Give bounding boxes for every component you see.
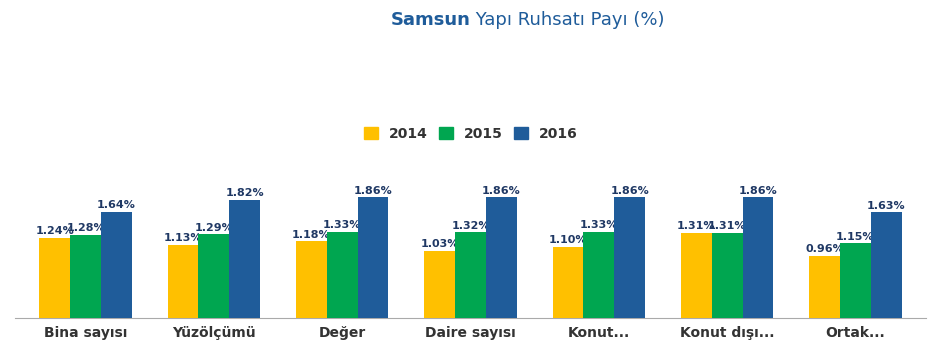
- Text: 1.28%: 1.28%: [66, 223, 104, 233]
- Text: Samsun: Samsun: [391, 11, 470, 29]
- Text: 1.63%: 1.63%: [867, 201, 905, 211]
- Bar: [230, 200, 260, 318]
- Bar: [40, 237, 71, 318]
- Text: 1.33%: 1.33%: [580, 220, 618, 230]
- Text: 1.86%: 1.86%: [610, 186, 649, 196]
- Bar: [101, 212, 132, 318]
- Bar: [870, 212, 901, 318]
- Text: 1.10%: 1.10%: [549, 235, 587, 245]
- Bar: [583, 232, 614, 318]
- Text: 1.18%: 1.18%: [292, 230, 330, 240]
- Text: 0.96%: 0.96%: [805, 244, 844, 254]
- Text: 1.15%: 1.15%: [837, 232, 875, 242]
- Bar: [455, 233, 486, 318]
- Text: 1.82%: 1.82%: [225, 189, 264, 198]
- Text: 1.86%: 1.86%: [482, 186, 520, 196]
- Bar: [327, 232, 358, 318]
- Text: 1.31%: 1.31%: [708, 222, 746, 231]
- Bar: [809, 256, 840, 318]
- Bar: [296, 241, 327, 318]
- Text: 1.29%: 1.29%: [195, 223, 233, 233]
- Bar: [552, 247, 583, 318]
- Bar: [614, 197, 645, 318]
- Bar: [742, 197, 774, 318]
- Text: 1.03%: 1.03%: [421, 240, 459, 250]
- Bar: [840, 244, 870, 318]
- Bar: [711, 233, 742, 318]
- Bar: [167, 245, 199, 318]
- Bar: [486, 197, 517, 318]
- Text: 1.13%: 1.13%: [164, 233, 202, 243]
- Bar: [199, 234, 230, 318]
- Text: 1.33%: 1.33%: [323, 220, 361, 230]
- Bar: [681, 233, 711, 318]
- Text: 1.64%: 1.64%: [97, 200, 136, 210]
- Bar: [424, 251, 455, 318]
- Text: 1.24%: 1.24%: [36, 226, 74, 236]
- Text: 1.86%: 1.86%: [739, 186, 777, 196]
- Legend: 2014, 2015, 2016: 2014, 2015, 2016: [360, 124, 581, 143]
- Text: 1.32%: 1.32%: [452, 221, 489, 231]
- Bar: [71, 235, 101, 318]
- Text: 1.31%: 1.31%: [678, 222, 715, 231]
- Bar: [358, 197, 389, 318]
- Text: 1.86%: 1.86%: [354, 186, 392, 196]
- Text: Yapı Ruhsatı Payı (%): Yapı Ruhsatı Payı (%): [470, 11, 665, 29]
